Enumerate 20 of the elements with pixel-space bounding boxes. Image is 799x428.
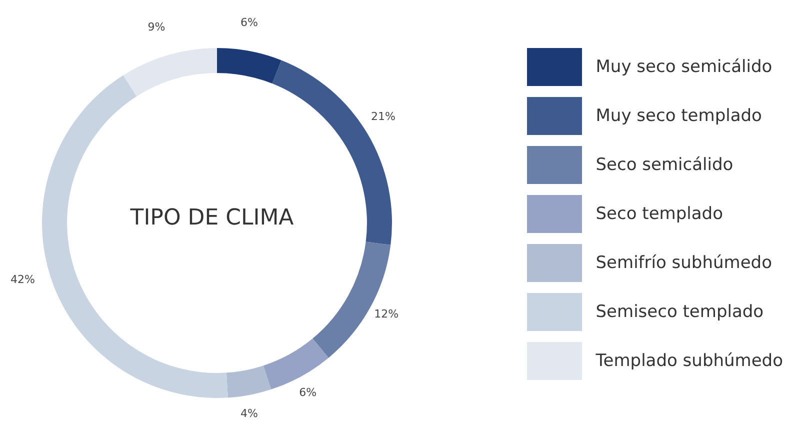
donut-slice — [217, 48, 282, 84]
legend-label: Templado subhúmedo — [596, 351, 783, 371]
legend-label: Semiseco templado — [596, 302, 764, 322]
text: TIPO DE CLIMA — [129, 206, 294, 230]
donut-slice — [123, 48, 217, 96]
donut-slice — [226, 366, 272, 398]
data-label: 4% — [240, 406, 258, 420]
legend-label: Muy seco semicálido — [596, 57, 772, 77]
data-label: 42% — [10, 272, 35, 286]
data-label: 21% — [371, 110, 396, 124]
legend-label: Muy seco templado — [596, 106, 762, 126]
data-label: 9% — [148, 20, 166, 34]
data-label: 6% — [299, 386, 317, 399]
legend-label: Seco semicálido — [596, 155, 734, 175]
donut-slice — [263, 338, 329, 390]
data-label: 12% — [374, 307, 399, 320]
donut-slice — [42, 75, 228, 398]
legend-label: Semifrío subhúmedo — [596, 253, 772, 273]
data-label: 6% — [240, 16, 258, 30]
legend-label: Seco templado — [596, 204, 723, 224]
